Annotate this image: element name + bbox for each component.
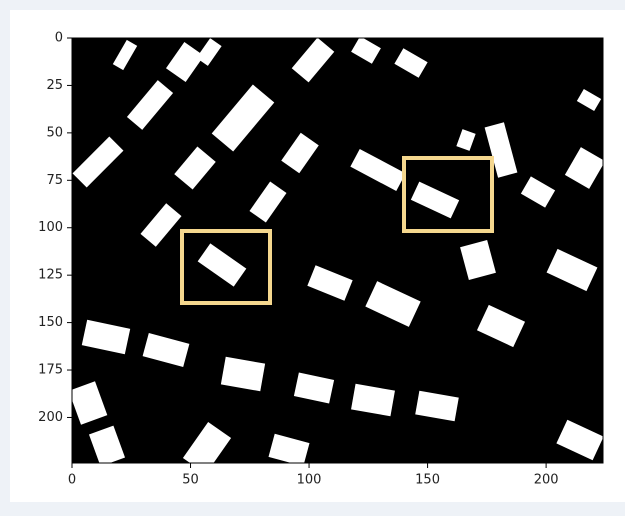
y-tick-label: 50 [46,125,63,140]
x-tick-label: 50 [182,473,199,488]
x-tick-label: 100 [297,473,322,488]
x-tick-label: 150 [415,473,440,488]
y-tick-label: 100 [38,220,63,235]
page: {"chart_data": {"type": "image", "xlim":… [0,0,625,512]
x-tick-label: 200 [534,473,559,488]
y-tick-label: 0 [55,31,63,46]
y-tick-label: 175 [38,363,63,378]
y-tick-label: 75 [46,173,63,188]
y-tick-label: 25 [46,78,63,93]
y-tick-label: 200 [38,410,63,425]
chart: 0 50 100 150 200 0 25 50 75 100 125 150 175 200 [0,0,625,512]
y-tick-label: 150 [38,315,63,330]
x-tick-label: 0 [68,473,76,488]
y-tick-label: 125 [38,268,63,283]
